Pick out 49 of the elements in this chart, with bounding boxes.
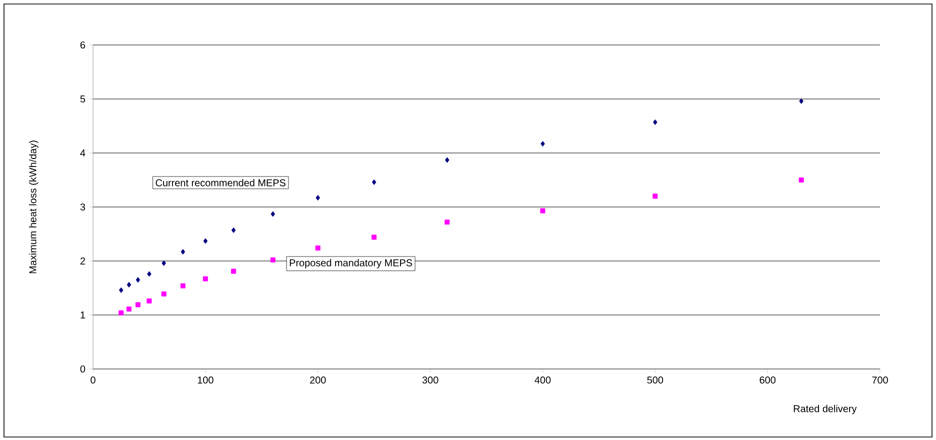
point [372, 234, 377, 240]
x-tick-label: 400 [534, 376, 551, 384]
point [118, 287, 124, 293]
point [118, 310, 124, 316]
point [126, 282, 132, 288]
text: Current recommended MEPS [156, 179, 286, 186]
point [135, 302, 140, 308]
point [799, 98, 804, 104]
x-tick-label: 0 [90, 376, 96, 384]
y-tick-label: 6 [80, 41, 86, 49]
y-tick-label: 5 [80, 96, 86, 102]
point [136, 277, 140, 283]
y-axis-title: Maximum heat loss (kWh/day) [29, 140, 38, 274]
y-tick-label: 3 [80, 203, 86, 211]
point [202, 276, 208, 282]
x-tick-label: 500 [647, 376, 664, 384]
point [203, 238, 208, 244]
point [316, 195, 320, 201]
y-tick-label: 1 [80, 312, 86, 318]
point [147, 271, 152, 277]
y-tick-label: 4 [80, 150, 86, 156]
x-tick-label: 300 [422, 376, 438, 384]
point [653, 119, 658, 125]
point [270, 211, 276, 217]
point [372, 179, 376, 185]
point [445, 157, 450, 163]
point [161, 291, 166, 296]
x-tick-label: 100 [198, 376, 214, 384]
point [540, 141, 545, 147]
x-tick-label: 200 [310, 376, 326, 384]
point [231, 227, 236, 233]
point [270, 257, 276, 262]
point [652, 194, 658, 199]
series-label: Proposed mandatory MEPS [290, 259, 412, 268]
point [231, 268, 236, 274]
point [180, 249, 186, 255]
point [798, 177, 804, 182]
point [180, 283, 186, 288]
x-tick-label: 700 [872, 376, 888, 384]
point [444, 220, 450, 225]
point [146, 298, 152, 304]
y-tick-label: 2 [80, 258, 85, 264]
y-tick-label: 0 [80, 365, 86, 373]
point [315, 246, 320, 251]
x-axis-title: Rated delivery [794, 404, 857, 414]
point [126, 306, 132, 312]
x-tick-label: 600 [760, 376, 776, 384]
point [540, 208, 546, 214]
point [162, 260, 166, 266]
